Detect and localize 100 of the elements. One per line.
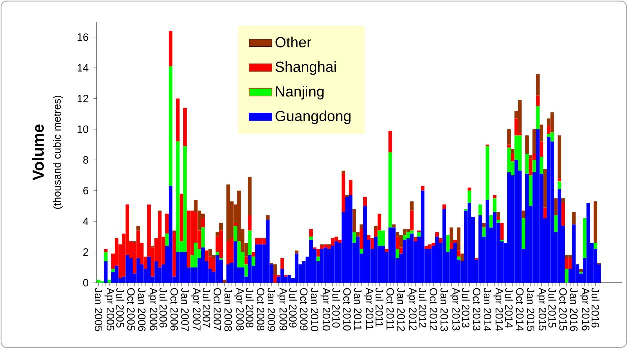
bar (435, 232, 440, 237)
y-axis-title: Volume (32, 124, 44, 181)
bar (226, 242, 230, 265)
bar (338, 240, 342, 244)
x-tick-label: Oct 2012 (430, 288, 438, 331)
bar (327, 246, 332, 250)
bar (241, 268, 245, 283)
bar (360, 249, 364, 254)
bar (594, 243, 598, 250)
legend-label: Nanjing (276, 86, 324, 100)
bar (396, 249, 400, 258)
bar (147, 256, 152, 283)
bar (248, 215, 252, 231)
x-tick-label: Jul 2006 (160, 288, 168, 328)
bar (194, 243, 198, 268)
bar (554, 198, 558, 216)
bar (248, 255, 252, 283)
bar (428, 249, 432, 283)
y-tick-label: 10 (78, 126, 89, 134)
bar (219, 260, 224, 283)
x-tick-label: Jul 2014 (505, 288, 514, 328)
bar (288, 275, 292, 283)
bar (280, 258, 284, 270)
bar (216, 252, 220, 256)
bar (187, 210, 191, 268)
bar (410, 210, 414, 231)
bar (525, 174, 530, 283)
bar (237, 242, 242, 268)
bar (183, 252, 188, 283)
bar (558, 178, 562, 182)
bar (259, 244, 263, 283)
bar (104, 261, 108, 283)
bar (316, 249, 320, 257)
bar (428, 244, 432, 250)
bar (255, 244, 260, 283)
x-tick-label: Jan 2012 (397, 288, 406, 332)
bar (482, 223, 486, 228)
bar (403, 240, 407, 283)
bar (262, 238, 266, 245)
x-tick-label: Jan 2014 (484, 288, 492, 332)
bar (432, 243, 436, 246)
bar (136, 226, 140, 231)
text: (thousand cubic metres) (53, 96, 64, 210)
bar (457, 250, 461, 257)
y-tick-label: 6 (84, 187, 88, 195)
bar (439, 238, 443, 244)
bar (547, 134, 551, 138)
bar (518, 136, 522, 171)
x-tick-label: Jan 2013 (440, 288, 448, 332)
x-tick-label: Apr 2014 (494, 288, 504, 331)
bar (493, 198, 497, 212)
x-tick-label: Apr 2007 (191, 288, 201, 331)
bar (562, 198, 566, 204)
x-tick-label: Jul 2011 (376, 288, 384, 327)
bar (255, 238, 260, 245)
bar (129, 258, 134, 283)
bar (468, 190, 472, 204)
bar (176, 142, 180, 252)
bar (136, 258, 140, 283)
y-tick-label: 8 (83, 156, 88, 164)
bar (435, 236, 440, 283)
bar (486, 200, 490, 283)
bar (104, 249, 108, 252)
x-tick-label: Jul 2008 (246, 288, 254, 328)
bar (176, 98, 180, 142)
bar (352, 232, 356, 244)
x-tick-label: Jul 2010 (332, 288, 340, 328)
bar (522, 218, 526, 250)
bar (180, 194, 184, 242)
bar (331, 238, 335, 246)
bar (349, 195, 353, 283)
bar (115, 266, 119, 283)
bar (388, 131, 392, 152)
bar (388, 152, 392, 228)
bar (320, 246, 324, 250)
bar (392, 224, 396, 228)
bar (356, 236, 360, 283)
bar (453, 243, 458, 283)
bar (421, 186, 425, 191)
x-tick-label: Jan 2011 (354, 288, 362, 330)
bar (525, 136, 530, 154)
bar (388, 228, 392, 283)
bar (342, 174, 346, 212)
bar (234, 242, 238, 283)
bar (97, 280, 101, 283)
bar (234, 226, 238, 242)
bar (543, 208, 548, 219)
bar (410, 234, 414, 283)
bar (342, 170, 346, 174)
legend-label: Guangdong (276, 110, 351, 124)
bar (360, 224, 364, 230)
bar (320, 249, 324, 283)
bar (309, 229, 314, 237)
bar (565, 258, 569, 270)
bar (324, 244, 328, 248)
bar (252, 256, 256, 266)
bar (403, 229, 407, 236)
bar (532, 129, 536, 154)
bar (349, 180, 353, 196)
bar (536, 74, 540, 96)
